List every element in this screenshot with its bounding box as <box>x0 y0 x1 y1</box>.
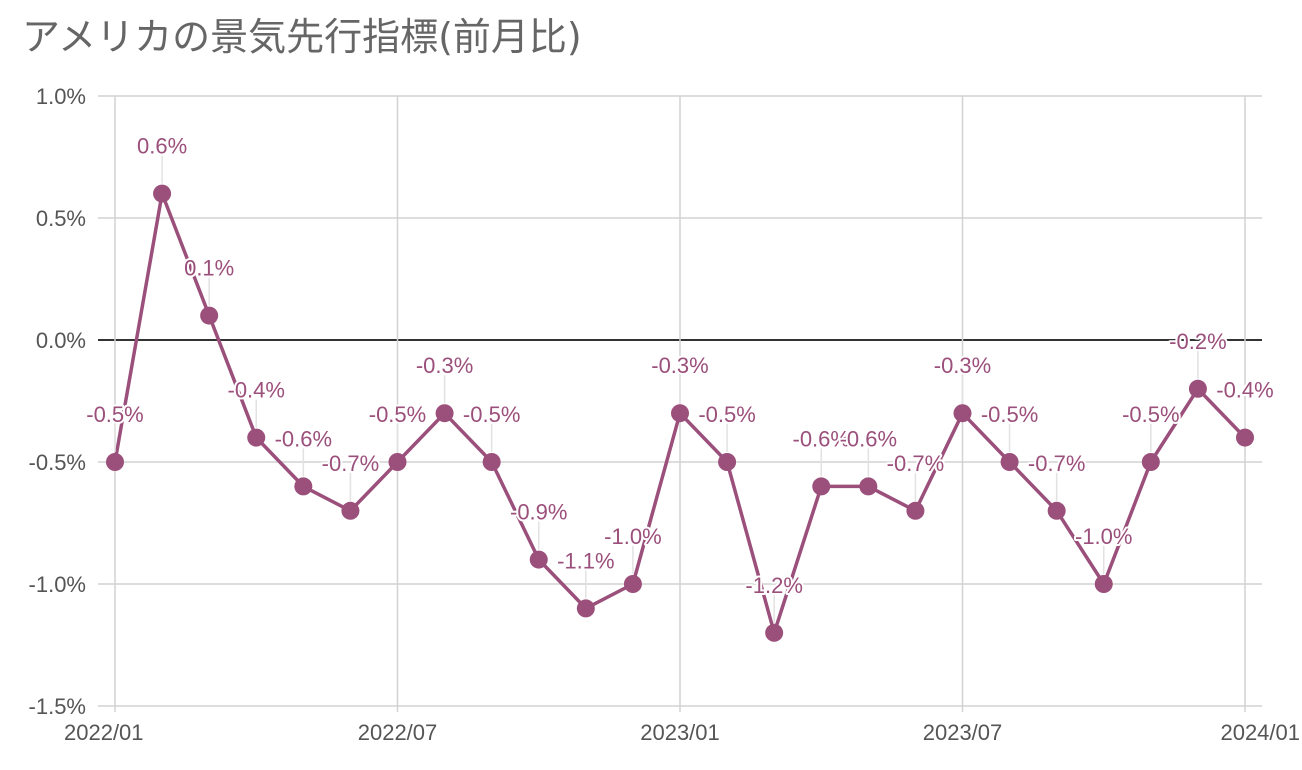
data-label: -0.5% <box>698 402 755 427</box>
data-point <box>482 453 501 471</box>
data-label: -1.2% <box>745 573 802 598</box>
data-label: -0.3% <box>416 353 473 378</box>
data-points <box>106 184 1254 642</box>
y-tick-label: 1.0% <box>36 84 86 109</box>
data-point <box>1188 379 1207 398</box>
data-point <box>341 501 360 520</box>
data-label: -0.9% <box>510 500 567 525</box>
data-label: -0.6% <box>840 426 897 451</box>
data-point <box>623 575 642 593</box>
data-label: -0.5% <box>86 402 143 427</box>
data-point <box>1047 501 1066 520</box>
data-point <box>1094 575 1113 593</box>
y-tick-label: -1.5% <box>29 694 86 719</box>
x-tick-label: 2023/07 <box>923 720 1003 745</box>
data-label: 0.6% <box>137 134 187 159</box>
data-label: -1.1% <box>557 548 614 573</box>
data-point <box>1141 453 1160 471</box>
grid <box>98 95 1262 712</box>
data-point <box>247 428 266 447</box>
data-point <box>388 453 407 471</box>
data-point <box>765 623 784 642</box>
data-point <box>153 184 172 203</box>
y-tick-label: -1.0% <box>29 572 86 597</box>
data-labels: -0.5%0.6%0.1%-0.4%-0.6%-0.7%-0.5%-0.3%-0… <box>84 132 1276 623</box>
data-point <box>529 550 548 569</box>
data-label: -0.6% <box>275 426 332 451</box>
data-label: -0.2% <box>1169 329 1226 354</box>
data-label: -1.0% <box>1075 524 1132 549</box>
data-point <box>1236 428 1254 447</box>
data-point <box>294 477 313 496</box>
data-label: -0.6% <box>793 426 850 451</box>
x-tick-label: 2022/07 <box>358 720 438 745</box>
y-tick-label: -0.5% <box>29 450 86 475</box>
x-tick-label: 2023/01 <box>640 720 720 745</box>
chart-title: アメリカの景気先行指標(前月比) <box>22 15 582 59</box>
x-tick-label: 2022/01 <box>64 720 144 745</box>
data-label: -0.5% <box>463 402 520 427</box>
data-label: -0.7% <box>322 451 379 476</box>
data-label: -0.7% <box>887 451 944 476</box>
data-point <box>200 306 219 325</box>
data-point <box>718 453 737 471</box>
data-label: -0.4% <box>1216 378 1273 403</box>
x-tick-label: 2024/01 <box>1220 720 1300 745</box>
y-tick-label: 0.5% <box>36 206 86 231</box>
data-point <box>906 501 925 520</box>
data-label: -0.5% <box>369 402 426 427</box>
data-label: 0.1% <box>184 256 234 281</box>
data-point <box>953 404 972 423</box>
data-point <box>106 453 124 471</box>
data-label: -0.3% <box>651 353 708 378</box>
axes: 1.0% 0.5% 0.0% -0.5% -1.0% -1.5%2022/01 2022/0… <box>29 84 1300 745</box>
data-label: -0.5% <box>1122 402 1179 427</box>
data-label: -0.7% <box>1028 451 1085 476</box>
data-point <box>576 599 595 618</box>
data-point <box>671 404 689 423</box>
data-label: -0.3% <box>934 353 991 378</box>
y-tick-label: 0.0% <box>36 328 86 353</box>
data-point <box>859 477 878 496</box>
data-point <box>812 477 831 496</box>
data-label: -1.0% <box>604 524 661 549</box>
data-label: -0.4% <box>228 378 285 403</box>
data-label: -0.5% <box>981 402 1038 427</box>
data-point <box>1000 453 1019 471</box>
data-point <box>435 404 454 423</box>
